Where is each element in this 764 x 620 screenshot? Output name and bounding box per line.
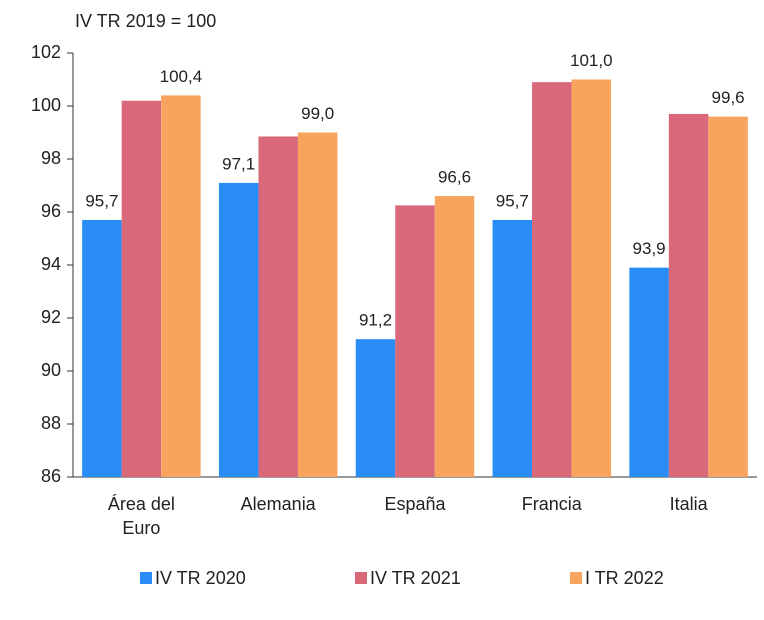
legend-swatch bbox=[355, 572, 367, 584]
y-tick-label: 88 bbox=[41, 413, 61, 433]
data-label: 91,2 bbox=[359, 311, 392, 330]
legend-label: IV TR 2020 bbox=[155, 568, 246, 588]
legend-label: IV TR 2021 bbox=[370, 568, 461, 588]
data-label: 97,1 bbox=[222, 154, 255, 173]
y-tick-label: 98 bbox=[41, 148, 61, 168]
y-tick-label: 102 bbox=[31, 42, 61, 62]
bar bbox=[121, 100, 162, 477]
legend-swatch bbox=[140, 572, 152, 584]
data-label: 95,7 bbox=[85, 191, 118, 210]
y-tick-label: 86 bbox=[41, 466, 61, 486]
bar bbox=[434, 196, 475, 477]
bar bbox=[629, 267, 669, 477]
bar bbox=[161, 95, 201, 478]
chart-title: IV TR 2019 = 100 bbox=[75, 11, 216, 31]
data-label: 99,6 bbox=[712, 88, 745, 107]
y-tick-label: 92 bbox=[41, 307, 61, 327]
data-label: 96,6 bbox=[438, 168, 471, 187]
legend-swatch bbox=[570, 572, 582, 584]
data-label: 99,0 bbox=[301, 104, 334, 123]
data-label: 100,4 bbox=[160, 67, 203, 86]
data-label: 95,7 bbox=[496, 191, 529, 210]
y-tick-label: 90 bbox=[41, 360, 61, 380]
x-tick-label: Área del Euro bbox=[107, 494, 175, 538]
bar bbox=[571, 79, 612, 477]
bar bbox=[297, 132, 338, 477]
data-label: 101,0 bbox=[570, 51, 613, 70]
y-tick-label: 96 bbox=[41, 201, 61, 221]
bar bbox=[492, 219, 533, 477]
x-tick-label: Italia bbox=[669, 494, 708, 514]
y-tick-label: 94 bbox=[41, 254, 61, 274]
x-tick-label: Francia bbox=[521, 494, 582, 514]
x-tick-label: España bbox=[384, 494, 446, 514]
legend-label: I TR 2022 bbox=[585, 568, 664, 588]
bar bbox=[395, 205, 435, 477]
bar bbox=[668, 113, 709, 477]
y-tick-label: 100 bbox=[31, 95, 61, 115]
bar bbox=[82, 219, 122, 477]
x-tick-label: Alemania bbox=[240, 494, 316, 514]
bar bbox=[258, 136, 298, 477]
bar bbox=[355, 339, 396, 477]
data-label: 93,9 bbox=[633, 239, 666, 258]
bar bbox=[708, 116, 748, 477]
bar bbox=[532, 82, 572, 478]
bar bbox=[218, 182, 259, 477]
